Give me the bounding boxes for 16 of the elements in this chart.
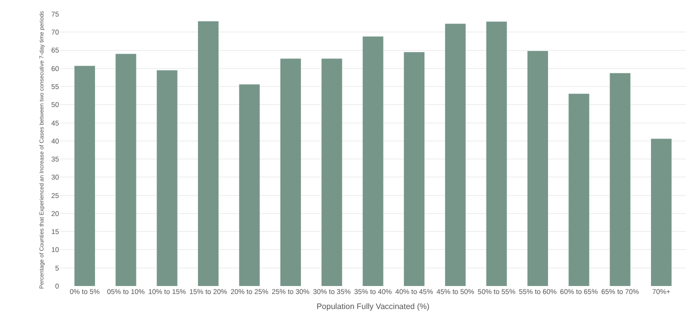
bar: [322, 58, 342, 286]
bar: [74, 66, 96, 286]
bar: [445, 24, 466, 286]
bar: [362, 36, 384, 286]
bar: [650, 138, 672, 286]
bar: [280, 58, 301, 286]
bar: [116, 54, 136, 286]
bar: [404, 52, 424, 286]
bar: [486, 22, 507, 286]
x-axis-title: Population Fully Vaccinated (%): [316, 302, 430, 312]
bar: [198, 21, 219, 286]
bar: [568, 94, 590, 286]
bar: [610, 73, 630, 286]
bar: [527, 50, 548, 286]
bar: [156, 70, 178, 286]
bar: [239, 84, 260, 286]
